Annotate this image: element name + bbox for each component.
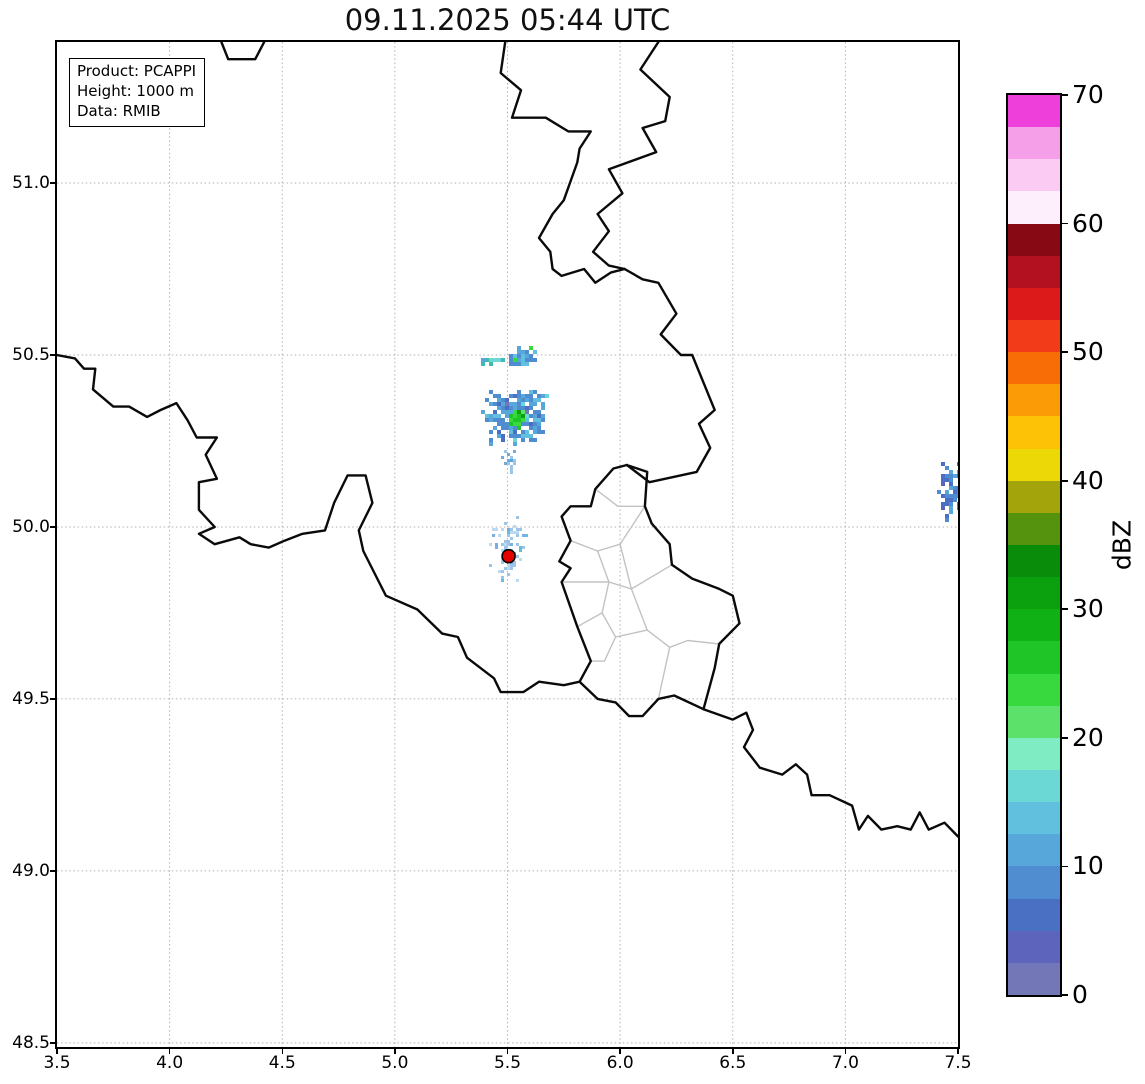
info-line-height: Height: 1000 m: [77, 81, 194, 100]
x-tick-mark: [957, 1049, 959, 1054]
info-line-source: Data: RMIB: [77, 101, 161, 120]
colorbar-tick-mark: [1062, 222, 1068, 225]
x-tick-label: 7.5: [944, 1053, 972, 1073]
map-canvas: [57, 42, 958, 1047]
x-tick-mark: [844, 1049, 847, 1054]
colorbar-axis-label: dBZ: [1107, 519, 1137, 571]
colorbar-segment: [1008, 641, 1060, 674]
x-tick-label: 6.0: [606, 1053, 634, 1073]
national-borders-layer: [57, 42, 958, 838]
colorbar-tick-label: 0: [1072, 980, 1088, 1009]
grid-layer: [57, 42, 958, 1047]
colorbar-tick-label: 50: [1072, 337, 1104, 367]
x-tick-mark: [168, 1049, 171, 1054]
info-line-product: Product: PCAPPI: [77, 62, 197, 80]
colorbar-segment: [1008, 545, 1060, 577]
x-tick-label: 5.0: [381, 1053, 409, 1073]
colorbar-tick-mark: [1062, 865, 1068, 868]
colorbar-segment: [1008, 770, 1060, 802]
y-tick-label: 50.5: [12, 344, 50, 365]
colorbar-segment: [1008, 256, 1060, 288]
y-tick-mark: [50, 354, 55, 356]
colorbar: [1006, 93, 1062, 997]
colorbar-segment: [1008, 706, 1060, 738]
colorbar-tick-mark: [1062, 94, 1068, 96]
colorbar-segment: [1008, 159, 1060, 191]
radar-site-marker: [501, 548, 516, 564]
x-tick-mark: [506, 1049, 509, 1054]
x-tick-label: 4.5: [268, 1053, 296, 1073]
colorbar-tick-mark: [1062, 737, 1068, 739]
colorbar-segment: [1008, 95, 1060, 127]
y-tick-label: 48.5: [12, 1032, 50, 1053]
colorbar-segment: [1008, 931, 1060, 963]
colorbar-segment: [1008, 577, 1060, 609]
colorbar-tick-mark: [1062, 351, 1068, 353]
x-tick-label: 7.0: [831, 1053, 859, 1073]
colorbar-tick-label: 30: [1072, 594, 1104, 624]
colorbar-segment: [1008, 834, 1060, 866]
colorbar-segment: [1008, 449, 1060, 481]
product-info-box: Product: PCAPPI Height: 1000 m Data: RMI…: [69, 58, 206, 128]
x-tick-mark: [732, 1049, 734, 1054]
y-tick-label: 50.0: [12, 516, 50, 537]
colorbar-tick-mark: [1062, 479, 1068, 482]
colorbar-tick-mark: [1062, 994, 1068, 996]
x-tick-mark: [619, 1049, 621, 1054]
colorbar-segment: [1008, 224, 1060, 256]
x-tick-label: 3.5: [43, 1053, 71, 1073]
map-plot-area: Product: PCAPPI Height: 1000 m Data: RMI…: [55, 40, 960, 1049]
x-tick-mark: [56, 1049, 58, 1054]
colorbar-segment: [1008, 320, 1060, 352]
colorbar-segment: [1008, 899, 1060, 931]
x-tick-label: 5.5: [493, 1053, 522, 1073]
figure-title: 09.11.2025 05:44 UTC: [344, 3, 671, 37]
colorbar-segment: [1008, 802, 1060, 834]
y-tick-label: 49.5: [12, 688, 50, 709]
colorbar-segment: [1008, 963, 1060, 995]
colorbar-tick-label: 10: [1072, 851, 1104, 881]
radar-echo-layer: [481, 346, 958, 582]
colorbar-segment: [1008, 609, 1060, 641]
y-tick-label: 51.0: [12, 173, 50, 194]
colorbar-segment: [1008, 513, 1060, 545]
colorbar-segment: [1008, 866, 1060, 899]
colorbar-segment: [1008, 352, 1060, 384]
x-tick-label: 4.0: [156, 1053, 184, 1073]
x-tick-label: 6.5: [719, 1053, 747, 1073]
colorbar-tick-mark: [1062, 608, 1068, 611]
y-tick-mark: [50, 698, 55, 700]
colorbar-segment: [1008, 127, 1060, 159]
colorbar-tick-label: 40: [1072, 465, 1104, 495]
admin-borders-layer: [561, 488, 720, 700]
colorbar-segment: [1008, 416, 1060, 449]
y-tick-mark: [50, 1042, 55, 1044]
y-tick-mark: [50, 526, 55, 528]
y-tick-label: 49.0: [12, 860, 50, 881]
colorbar-tick-label: 70: [1072, 80, 1104, 109]
x-tick-mark: [281, 1049, 283, 1054]
colorbar-tick-label: 60: [1072, 208, 1104, 238]
colorbar-segment: [1008, 191, 1060, 224]
colorbar-segment: [1008, 738, 1060, 770]
x-tick-mark: [394, 1049, 396, 1054]
y-tick-mark: [50, 870, 55, 872]
colorbar-segment: [1008, 674, 1060, 706]
y-tick-mark: [50, 182, 55, 184]
colorbar-segment: [1008, 481, 1060, 513]
colorbar-segment: [1008, 288, 1060, 320]
colorbar-tick-label: 20: [1072, 722, 1104, 752]
colorbar-segment: [1008, 384, 1060, 416]
